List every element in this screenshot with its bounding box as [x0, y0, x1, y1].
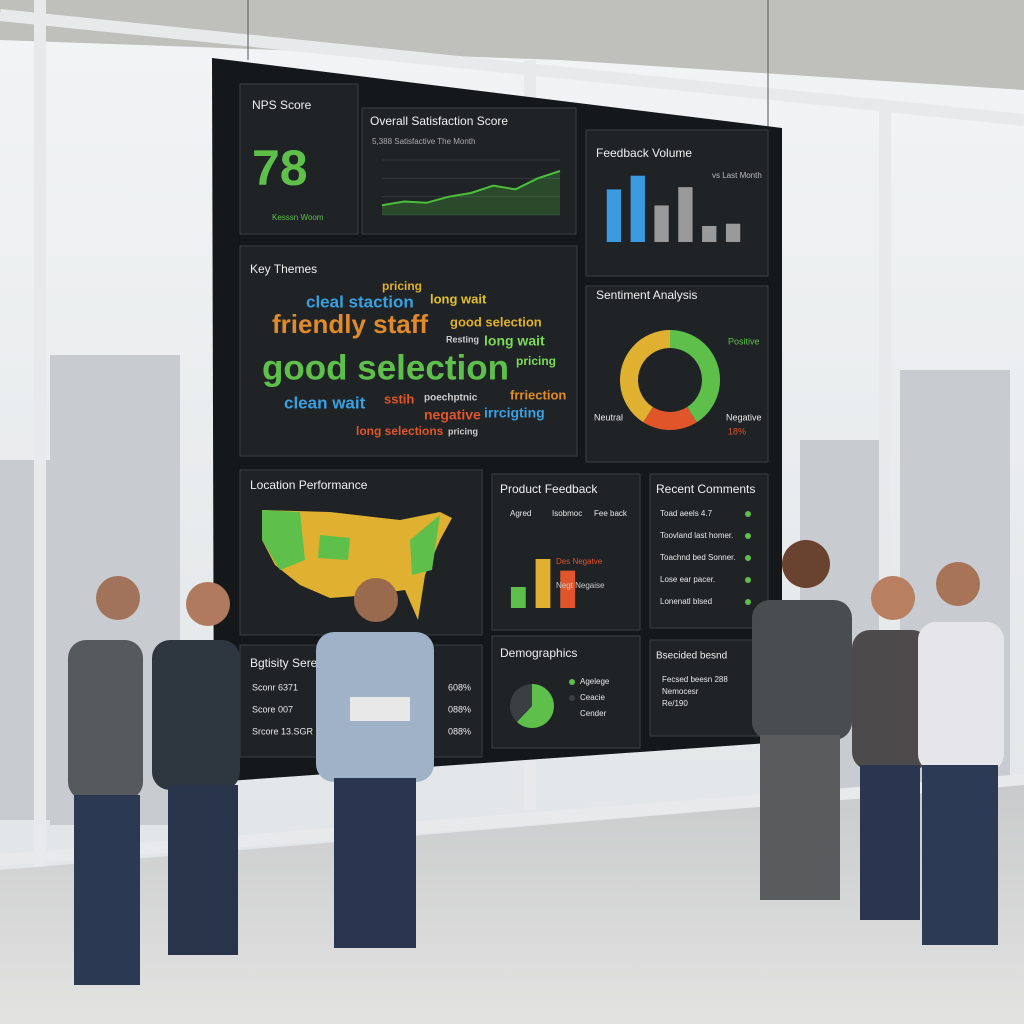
dashboard: NPS Score 78 Kesssn Woom Overall Satisfa… — [239, 83, 769, 758]
legend-label: Agelege — [580, 677, 610, 686]
tab: Isobmoc — [552, 509, 582, 518]
segment — [516, 684, 555, 728]
theme-word: pricing — [448, 426, 478, 436]
legend-dot — [569, 695, 575, 701]
activity-cell: Score 007 — [252, 704, 293, 714]
volume-title: Feedback Volume — [596, 146, 692, 160]
person — [152, 582, 240, 955]
activity-cell: 608% — [448, 682, 471, 692]
line — [381, 170, 561, 207]
bar — [510, 587, 526, 608]
theme-word: frriection — [510, 387, 566, 402]
theme-word: pricing — [382, 279, 422, 293]
bar — [560, 570, 576, 608]
location-title: Location Performance — [250, 478, 368, 492]
person — [316, 578, 434, 948]
satisfaction-subtitle: 5,388 Satisfactive The Month — [372, 137, 475, 146]
extra-title: Bsecided besnd — [656, 651, 727, 662]
themes-panel — [239, 245, 578, 457]
sentiment-label: Neutral — [594, 412, 623, 422]
bar — [725, 223, 741, 242]
comment-dot — [745, 511, 751, 517]
comment-dot — [745, 555, 751, 561]
sentiment-label: Positive — [728, 336, 760, 346]
nps-title: NPS Score — [252, 98, 312, 112]
theme-word: long wait — [484, 333, 545, 349]
sentiment-title: Sentiment Analysis — [596, 288, 697, 302]
bar — [702, 226, 717, 242]
theme-word: long selections — [356, 424, 444, 438]
us-map — [262, 510, 452, 620]
activity-cell: Srcore 13.SGR — [252, 726, 314, 736]
product-note: Des Negatve — [556, 557, 603, 566]
people — [68, 540, 1004, 985]
theme-word: irrcigting — [484, 405, 545, 421]
themes-title: Key Themes — [250, 262, 317, 276]
person — [852, 576, 930, 920]
bar — [606, 189, 622, 242]
tab: Fee back — [594, 509, 628, 518]
extra-line: Re/190 — [662, 699, 688, 708]
extra-line: Fecsed beesn 288 — [662, 675, 728, 684]
product-note: Negt Negaise — [556, 581, 605, 590]
comment: Toovland last homer. — [660, 531, 733, 540]
comment: Lonenatl blsed — [660, 597, 712, 606]
theme-word: sstih — [384, 391, 414, 406]
satisfaction-panel — [361, 107, 577, 235]
theme-word: friendly staff — [272, 309, 428, 339]
nps-value: 78 — [252, 140, 308, 196]
theme-word: negative — [424, 407, 481, 423]
theme-word: long wait — [430, 291, 487, 306]
extra-line: Nemocesr — [662, 687, 699, 696]
demographics-title: Demographics — [500, 646, 577, 660]
person — [918, 562, 1004, 945]
theme-word: good selection — [262, 348, 509, 387]
person — [752, 540, 852, 900]
product-title: Product Feedback — [500, 482, 598, 496]
tab: Agred — [510, 509, 531, 518]
segment — [620, 330, 670, 423]
activity-cell: 088% — [448, 726, 471, 736]
theme-word: pricing — [516, 354, 556, 368]
bar — [654, 205, 669, 242]
segment — [670, 330, 720, 423]
theme-word: Resting — [446, 334, 479, 344]
theme-word: good selection — [450, 314, 542, 329]
bar — [678, 187, 693, 242]
legend-label: Ceacie — [580, 693, 605, 702]
theme-word: cleal staction — [306, 292, 414, 311]
nps-panel — [239, 83, 359, 235]
comment-dot — [745, 599, 751, 605]
nps-note: Kesssn Woom — [272, 213, 324, 222]
comment: Toachnd bed Sonner. — [660, 553, 736, 562]
bar — [630, 175, 645, 242]
activity-cell: 088% — [448, 704, 471, 714]
sentiment-panel — [585, 285, 769, 463]
comment-dot — [745, 533, 751, 539]
comments-title: Recent Comments — [656, 482, 755, 496]
satisfaction-title: Overall Satisfaction Score — [370, 114, 508, 128]
bar — [535, 559, 551, 608]
extra-panel — [649, 639, 769, 737]
map-regions — [262, 510, 440, 575]
segment — [510, 684, 532, 723]
theme-word: clean wait — [284, 393, 366, 412]
activity-cell: Sconr 6371 — [252, 682, 298, 692]
theme-word: poechptnic — [424, 393, 478, 404]
comment: Toad aeels 4.7 — [660, 509, 713, 518]
sentiment-label: Negative — [726, 412, 762, 422]
segment — [643, 407, 697, 430]
comment-dot — [745, 577, 751, 583]
legend-label: Cender — [580, 709, 607, 718]
sentiment-value: 18% — [728, 426, 746, 436]
comment: Lose ear pacer. — [660, 575, 715, 584]
volume-legend: vs Last Month — [712, 171, 762, 180]
person — [68, 576, 143, 985]
activity-title: Bgtisity Sere — [250, 656, 318, 670]
legend-dot — [569, 679, 575, 685]
